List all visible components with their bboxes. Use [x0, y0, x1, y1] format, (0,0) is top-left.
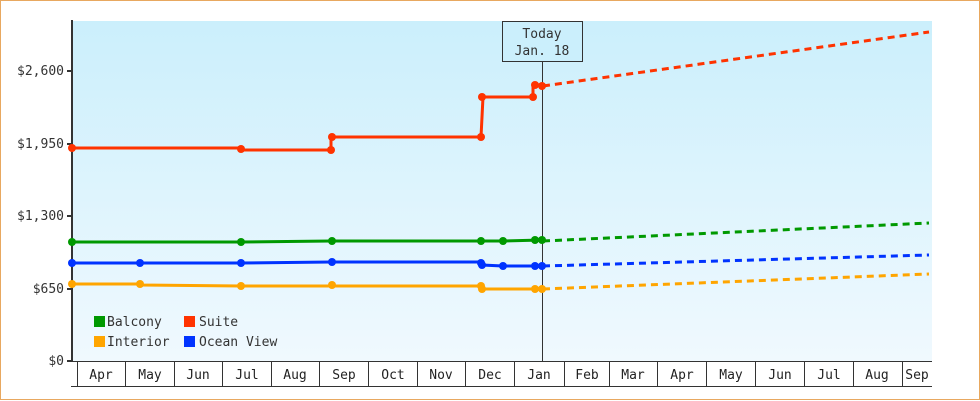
series-suite [68, 30, 930, 154]
plot-area [72, 21, 932, 361]
today-label-box [502, 21, 583, 62]
x-tick-label: Jun [186, 368, 209, 383]
legend-label-ocean-view: Ocean View [199, 335, 277, 350]
y-tick-label: $650 [33, 282, 64, 297]
x-tick-label: Jun [768, 368, 791, 383]
x-tick-label: Aug [283, 368, 306, 383]
x-tick-label: Apr [89, 368, 113, 383]
y-tick-label: $0 [48, 354, 64, 369]
today-date: Jan. 18 [515, 44, 570, 59]
y-tick-label: $1,950 [17, 137, 64, 152]
x-tick-label: May [138, 368, 162, 383]
x-tick-label: Sep [332, 368, 356, 383]
x-tick-label: Mar [621, 368, 645, 383]
legend-swatch-ocean-view [184, 336, 195, 347]
interior-data-points [68, 280, 546, 293]
series-balcony [68, 221, 930, 246]
legend-label-balcony: Balcony [107, 315, 162, 330]
x-tick-label: Sep [905, 368, 929, 383]
y-tick-label: $2,600 [17, 64, 64, 79]
legend-swatch-interior [94, 336, 105, 347]
legend: Balcony Suite Interior Ocean View [94, 315, 277, 350]
legend-swatch-suite [184, 316, 195, 327]
legend-swatch-balcony [94, 316, 105, 327]
x-tick-label: Jul [235, 368, 258, 383]
x-tick-label: Nov [429, 368, 453, 383]
legend-label-suite: Suite [199, 315, 238, 330]
y-tick-label: $1,300 [17, 209, 64, 224]
x-axis [71, 361, 932, 387]
x-tick-label: Jul [817, 368, 840, 383]
y-ticks: $0 $650 $1,300 $1,950 $2,600 [17, 64, 72, 369]
series-interior [68, 272, 930, 293]
balcony-data-points [68, 236, 546, 246]
x-tick-label: May [719, 368, 743, 383]
x-tick-label: Feb [575, 368, 599, 383]
x-tick-labels: Apr May Jun Jul Aug Sep Oct Nov Dec Jan … [89, 368, 929, 383]
series-ocean-view [68, 253, 930, 270]
x-tick-label: Oct [381, 368, 404, 383]
legend-label-interior: Interior [107, 335, 170, 350]
today-label: Today [522, 27, 561, 42]
suite-data-points [68, 81, 546, 154]
x-tick-label: Apr [670, 368, 694, 383]
x-tick-label: Jan [527, 368, 550, 383]
x-tick-label: Dec [478, 368, 501, 383]
ocean-view-data-points [68, 258, 546, 270]
x-tick-label: Aug [865, 368, 888, 383]
